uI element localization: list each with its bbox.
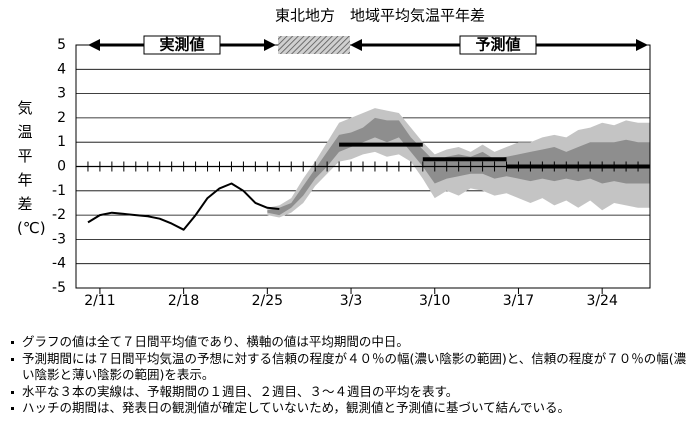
plot-area: -5 -4 -3 -2 -1 0 1 2 3 4 5 2/11 2/18 2/25 3/3 3/10 3/17 3… — [52, 37, 651, 309]
chart: 東北地方 地域平均気温平年差 -5 -4 -3 -2 -1 0 1 2 3 4 5 2/11 2/18 2… — [52, 7, 651, 309]
annotation: 予測値 — [475, 36, 520, 54]
x-tick-label: 3/24 — [586, 293, 618, 309]
note: グラフの値は全て７日間平均値であり、横軸の値は平均期間の中日。 — [8, 334, 692, 351]
y-tick-label: 3 — [57, 86, 66, 102]
x-tick-label: 2/25 — [252, 293, 283, 309]
note: ハッチの期間は、発表日の観測値が確定していないため，観測値と予測値に基づいて結ん… — [8, 400, 692, 417]
y-tick-label: 5 — [57, 37, 66, 53]
note: 水平な３本の実線は、予報期間の１週目、２週目、３～４週目の平均を表す。 — [8, 384, 692, 401]
y-tick-label: 1 — [57, 134, 66, 150]
chart-title: 東北地方 地域平均気温平年差 — [275, 7, 485, 25]
y-tick-label: 4 — [57, 61, 66, 77]
forecast-arrow: 予測値 — [350, 35, 648, 55]
x-tick-label: 2/11 — [84, 293, 115, 309]
y-tick-label: 2 — [57, 110, 66, 126]
series-line — [87, 182, 280, 231]
y-tick-label: -5 — [52, 280, 66, 296]
y-tick-label: -3 — [52, 231, 66, 247]
notes: グラフの値は全て７日間平均値であり、横軸の値は平均期間の中日。 予測期間には７日間… — [8, 334, 692, 417]
y-axis-label: 気温平年差(℃) — [17, 99, 46, 237]
x-tick-label: 3/10 — [419, 293, 450, 309]
hatch-period — [278, 36, 350, 54]
x-tick-label: 3/3 — [340, 293, 363, 309]
y-tick-label: -2 — [52, 207, 66, 223]
observed-arrow: 実測値 — [88, 35, 276, 55]
annotation: 実測値 — [159, 36, 204, 54]
y-tick-label: -1 — [52, 183, 66, 199]
note: 予測期間には７日間平均気温の予想に対する信頼の程度が４０％の幅(濃い陰影の範囲)… — [8, 351, 692, 384]
x-tick-label: 2/18 — [168, 293, 199, 309]
y-tick-label: 0 — [57, 159, 66, 175]
y-tick-label: -4 — [52, 256, 66, 272]
x-tick-label: 3/17 — [503, 293, 534, 309]
